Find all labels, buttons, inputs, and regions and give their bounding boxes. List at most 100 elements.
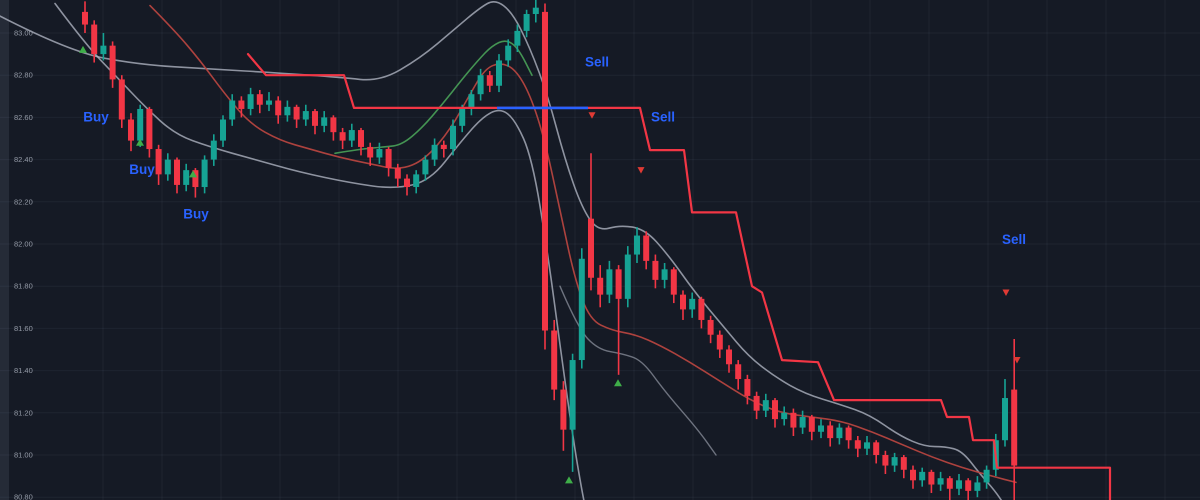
candle-body [284, 106, 291, 116]
candle-body [302, 111, 309, 120]
candle-body [330, 117, 337, 133]
y-axis-tick: 80.80 [14, 493, 33, 500]
y-axis-tick: 81.20 [14, 408, 33, 417]
buy-marker-icon [79, 45, 87, 53]
candle-body [450, 125, 456, 150]
candle-body [238, 100, 245, 109]
sell-marker-icon [637, 167, 645, 174]
candle-body [321, 117, 328, 126]
candle-body [634, 235, 640, 255]
candle-body [707, 319, 714, 335]
candle-body [146, 108, 153, 150]
candle-body [229, 100, 236, 120]
candle-body [864, 442, 870, 449]
y-axis-tick: 82.20 [14, 197, 33, 206]
candle-body [496, 60, 502, 86]
y-axis-tick: 82.60 [14, 113, 33, 122]
candle-body [790, 412, 797, 428]
candle-body [293, 106, 300, 120]
candle-body [394, 168, 401, 179]
candle-body [532, 7, 539, 15]
sell-label: Sell [585, 55, 609, 70]
candle-body [422, 159, 429, 175]
candle-body [413, 174, 420, 188]
sell-marker-icon [1002, 289, 1010, 297]
candle-body [459, 108, 466, 126]
candle-body [339, 132, 346, 141]
candle-body [201, 159, 208, 188]
candle-body [670, 269, 677, 295]
candle-body [661, 269, 668, 280]
candle-body [358, 130, 364, 147]
candle-body [735, 364, 742, 380]
candle-body [275, 100, 282, 116]
upper-band-line [0, 0, 1003, 500]
candle-body [882, 455, 889, 466]
candle-body [468, 94, 475, 109]
candle-body [440, 144, 447, 150]
candle-body [772, 400, 778, 420]
sell-label: Sell [1002, 232, 1026, 247]
y-axis-tick: 81.00 [14, 451, 33, 460]
candle-body [192, 170, 199, 188]
y-axis-tick: 82.00 [14, 240, 33, 249]
candle-body [220, 119, 226, 141]
buy-marker-icon [565, 476, 573, 484]
candle-body [965, 480, 972, 491]
candle-body [348, 130, 355, 141]
red-ma-line [149, 4, 1017, 484]
candle-body [716, 334, 723, 350]
y-axis-tick: 81.60 [14, 324, 33, 333]
candle-body [744, 379, 751, 396]
buy-marker-icon [136, 138, 144, 146]
candle-body [597, 277, 604, 295]
buy-label: Buy [83, 109, 109, 124]
y-axis-tick: 81.40 [14, 366, 33, 375]
candle-body [82, 11, 88, 25]
candle-body [137, 108, 144, 141]
candle-body [183, 170, 190, 185]
candle-body [569, 360, 576, 430]
basis-band-line [559, 285, 717, 456]
candle-body [845, 427, 852, 441]
candle-body [578, 258, 585, 361]
candle-body [928, 471, 935, 485]
candle-body [624, 254, 631, 299]
candle-body [854, 440, 861, 449]
candle-body [919, 471, 926, 481]
candle-body [946, 478, 953, 489]
sell-marker-icon [588, 112, 596, 119]
candle-body [155, 149, 162, 175]
y-axis-tick: 83.00 [14, 29, 33, 38]
candle-body [615, 269, 622, 299]
sell-marker-icon [1013, 357, 1021, 364]
candle-body [762, 400, 769, 411]
y-axis-tick: 81.80 [14, 282, 33, 291]
candle-body [431, 144, 438, 160]
buy-marker-icon [189, 170, 197, 178]
candle-body [128, 119, 134, 141]
buy-marker-icon [614, 379, 622, 387]
green-ma-line [334, 40, 533, 155]
candle-body [100, 45, 107, 55]
candle-body [680, 294, 686, 310]
candle-body [588, 218, 594, 278]
candle-body [542, 11, 548, 331]
candle-body [606, 269, 613, 295]
candle-body [974, 482, 981, 491]
candle-body [726, 349, 732, 365]
candle-body [689, 298, 696, 310]
candle-body [551, 330, 558, 390]
candle-body [164, 159, 171, 175]
candle-body [698, 298, 705, 320]
candle-body [808, 417, 815, 432]
candle-body [91, 24, 98, 55]
candle-body [910, 469, 916, 481]
candle-body [385, 149, 392, 169]
candle-body [891, 457, 898, 466]
left-edge-strip [0, 0, 9, 500]
candle-body [312, 111, 318, 126]
candle-body [118, 79, 125, 120]
